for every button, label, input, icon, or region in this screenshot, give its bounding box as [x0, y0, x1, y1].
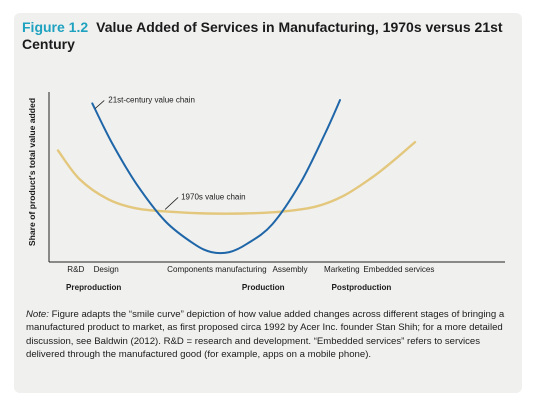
annotations: 21st-century value chain 1970s value chai…: [95, 95, 246, 210]
figure-title: Value Added of Services in Manufacturing…: [22, 19, 503, 52]
annotation-1970s: 1970s value chain: [181, 192, 246, 201]
x-tick-label: Assembly: [273, 265, 309, 274]
figure-number: Figure 1.2: [22, 19, 89, 35]
stage-label: Postproduction: [332, 283, 392, 292]
x-tick-label: R&D: [67, 265, 84, 274]
annotation-leader-1970s: [164, 197, 179, 210]
series-1970s-line: [56, 140, 417, 215]
annotation-leader-21st: [95, 100, 105, 109]
y-axis-label: Share of product's total value added: [27, 98, 37, 246]
stage-label: Production: [242, 283, 285, 292]
figure-panel: [14, 13, 522, 393]
note-text: Figure adapts the “smile curve” depictio…: [26, 309, 505, 361]
x-tick-label: Design: [94, 265, 119, 274]
x-tick-label: Components manufacturing: [167, 265, 266, 274]
annotation-21st-century: 21st-century value chain: [108, 95, 195, 104]
series-21st-century-line: [91, 99, 341, 255]
smile-curve-chart: 21st-century value chain 1970s value chai…: [27, 92, 505, 292]
x-tick-labels: R&D Design Components manufacturing Assembl…: [66, 265, 434, 292]
x-tick-label: Marketing: [324, 265, 360, 274]
x-tick-label: Embedded services: [363, 265, 434, 274]
figure-note: Note: Figure adapts the “smile curve” de…: [26, 308, 508, 362]
figure-title-block: Figure 1.2 Value Added of Services in Man…: [22, 19, 517, 53]
note-label: Note:: [26, 309, 49, 320]
axes: [48, 92, 505, 263]
stage-label: Preproduction: [66, 283, 121, 292]
series-group: [56, 99, 417, 255]
